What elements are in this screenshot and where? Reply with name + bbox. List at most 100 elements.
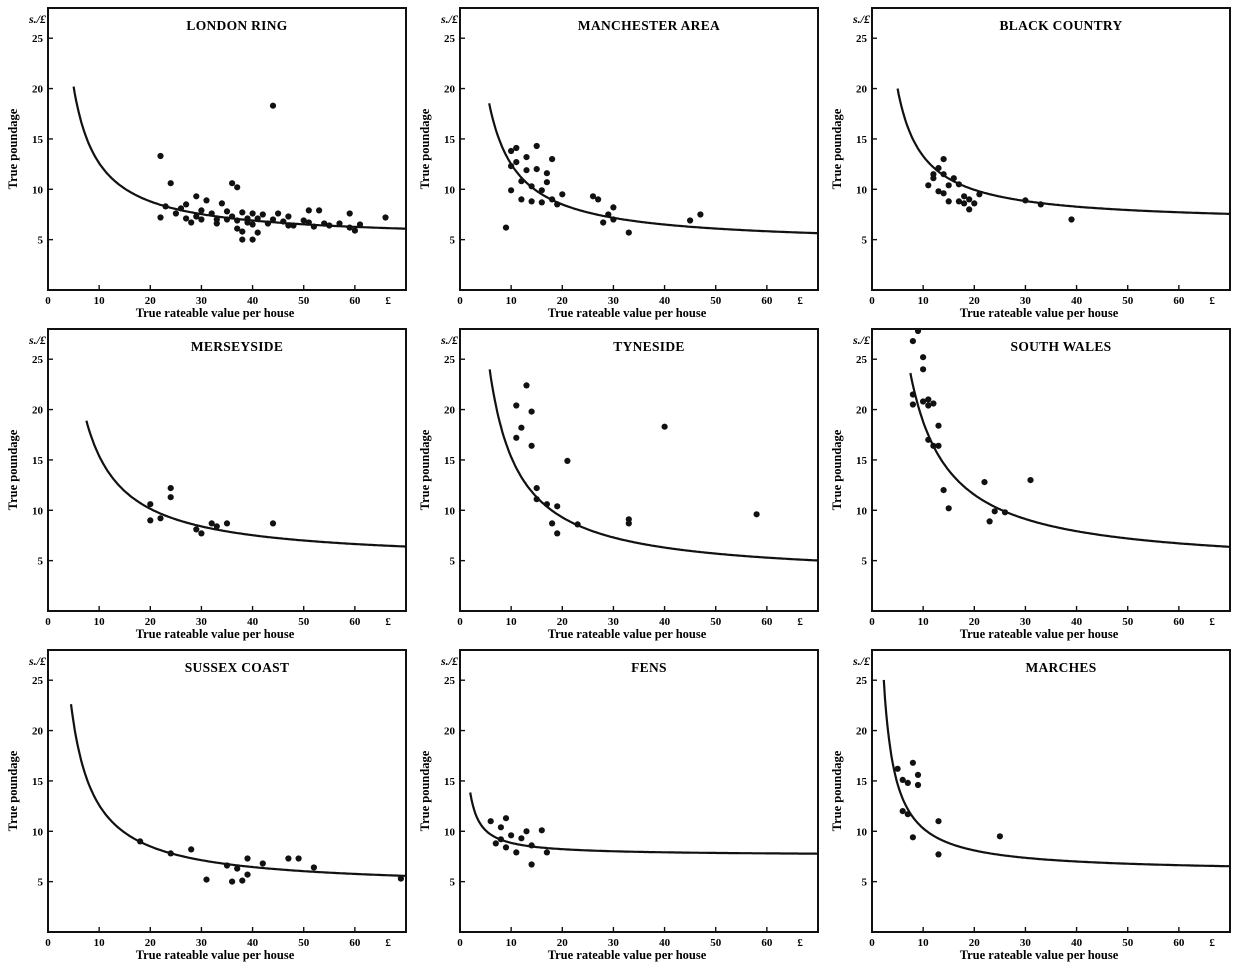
y-tick-label: 20 [856,84,868,96]
x-tick-label: 40 [247,295,259,307]
y-tick-label: 5 [862,877,868,889]
y-tick-label: 20 [856,726,868,738]
data-point [310,223,317,230]
chart-svg: SOUTH WALES s./£ 5 10 15 20 25 0 10 20 30 40 50 60 £ Tr… [830,327,1231,641]
plot-frame [47,328,407,612]
x-tick-label: 0 [869,295,875,307]
x-tick-label: 40 [1071,937,1083,949]
data-point [346,210,353,217]
x-tick-label: £ [797,937,803,949]
chart-panel-8: FENS s./£ 5 10 15 20 25 0 10 20 30 40 50 60 £ True rate… [412,642,824,963]
data-point [508,163,515,170]
data-point [382,214,389,221]
x-tick-label: 20 [557,937,569,949]
data-point [899,808,906,815]
y-tick-label: 5 [862,235,868,247]
x-tick-label: 0 [457,937,463,949]
y-tick-label: 25 [32,354,44,366]
x-tick-label: 0 [457,616,463,628]
data-point [188,846,195,853]
data-point [589,193,597,200]
data-point [697,211,704,218]
y-axis-label: True poundage [6,108,20,189]
data-point [661,423,668,430]
x-tick-label: 0 [869,937,875,949]
data-point [605,211,612,218]
y-unit-label: s./£ [28,333,47,347]
x-tick-label: 20 [145,295,157,307]
y-tick-label: 25 [32,675,44,687]
data-point [254,215,261,222]
data-point [502,815,510,822]
y-unit-label: s./£ [440,333,459,347]
y-tick-label: 25 [444,354,456,366]
y-tick-label: 10 [856,184,868,196]
x-tick-label: 0 [45,937,51,949]
y-tick-label: 25 [856,675,868,687]
data-point [513,159,520,166]
data-point [528,842,535,849]
data-point [753,511,760,518]
data-point [259,860,266,867]
x-tick-label: 50 [710,295,722,307]
data-point [920,366,927,373]
chart-panel-6: SOUTH WALES s./£ 5 10 15 20 25 0 10 20 30 40 50 60 £ Tr… [824,321,1236,642]
data-point [508,832,515,839]
data-point [920,398,927,405]
data-point [966,206,973,213]
data-point [492,840,499,847]
y-tick-label: 15 [444,134,456,146]
data-point [295,855,302,862]
data-point [147,501,154,508]
plot-frame [459,7,819,291]
x-tick-label: 0 [45,295,51,307]
y-tick-label: 15 [856,776,868,788]
y-tick-label: 25 [444,33,456,45]
data-point [543,501,550,508]
data-point [940,190,947,197]
data-point [543,849,550,856]
y-tick-label: 15 [444,455,456,467]
x-tick-label: 20 [969,295,981,307]
data-point [513,849,520,856]
data-point [249,210,256,217]
y-tick-label: 25 [856,354,868,366]
data-point [167,485,174,492]
x-tick-label: £ [1209,616,1215,628]
data-point [218,200,225,207]
data-point [538,827,545,834]
data-point [909,391,916,398]
x-tick-label: 10 [506,295,518,307]
data-point [523,828,530,835]
chart-title: SOUTH WALES [1011,339,1112,354]
data-point [935,422,942,429]
data-point [574,521,581,528]
x-tick-label: 30 [196,616,208,628]
x-tick-label: 40 [247,937,259,949]
fitted-curve [69,704,406,877]
chart-svg: SUSSEX COAST s./£ 5 10 15 20 25 0 10 20 30 40 50 60 £ T… [6,649,407,962]
data-point [899,776,906,783]
x-tick-label: 10 [918,616,930,628]
x-axis-label: True rateable value per house [960,627,1119,641]
x-tick-label: 50 [298,616,310,628]
y-axis-label: True poundage [418,750,432,831]
data-point [285,855,292,862]
chart-panel-4: MERSEYSIDE s./£ 5 10 15 20 25 0 10 20 30 40 50 60 £ Tru… [0,321,412,642]
data-point [259,211,266,218]
chart-title: MANCHESTER AREA [578,18,720,33]
data-point [930,442,937,449]
data-point [213,523,220,530]
data-point [513,434,520,441]
data-point [523,167,530,174]
data-point [955,198,962,205]
y-tick-label: 10 [444,184,456,196]
x-tick-label: 20 [969,937,981,949]
data-point [239,209,246,216]
data-point [234,225,241,232]
x-tick-label: £ [1209,295,1215,307]
fitted-curve [896,88,1230,215]
y-tick-label: 25 [32,33,44,45]
chart-panel-2: MANCHESTER AREA s./£ 5 10 15 20 25 0 10 20 30 40 50 6… [412,0,824,321]
data-point [321,220,328,227]
